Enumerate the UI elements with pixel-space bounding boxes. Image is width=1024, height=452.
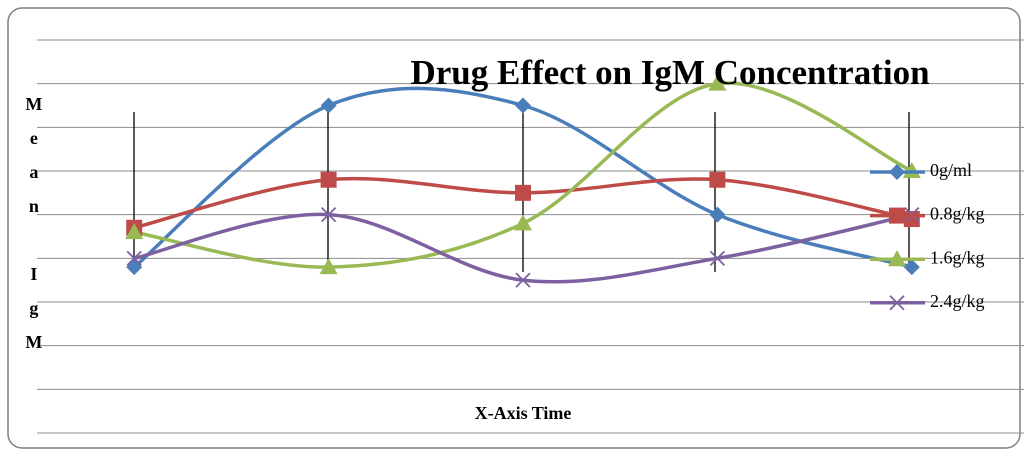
legend-label: 0g/ml [930,160,972,180]
marker [709,171,726,188]
legend-label: 1.6g/kg [930,247,985,267]
legend-marker [889,164,905,180]
marker [320,171,337,188]
legend-label: 0.8g/kg [930,204,985,224]
marker [320,207,337,223]
marker [708,74,727,91]
marker [709,250,726,266]
y-axis-label: Mean IgM [24,94,44,366]
marker [902,162,921,178]
grid [37,39,1024,434]
marker [709,206,726,223]
x-axis-label: X-Axis Time [475,403,572,423]
legend-marker [889,207,905,224]
legend: 0g/ml 0.8g/kg 1.6g/kg 2.4g/kg [870,160,985,311]
marker [515,97,531,114]
marker [125,223,144,240]
marker [126,250,142,266]
marker [515,272,531,288]
marker [320,97,337,114]
marker [515,184,531,201]
marker [514,214,532,231]
chart-title: Drug Effect on IgM Concentration [410,53,929,92]
legend-marker [888,250,906,267]
legend-label: 2.4g/kg [930,291,985,311]
marker [319,258,338,275]
marker [903,259,920,276]
legend-marker [889,295,905,311]
series-line [133,81,913,269]
